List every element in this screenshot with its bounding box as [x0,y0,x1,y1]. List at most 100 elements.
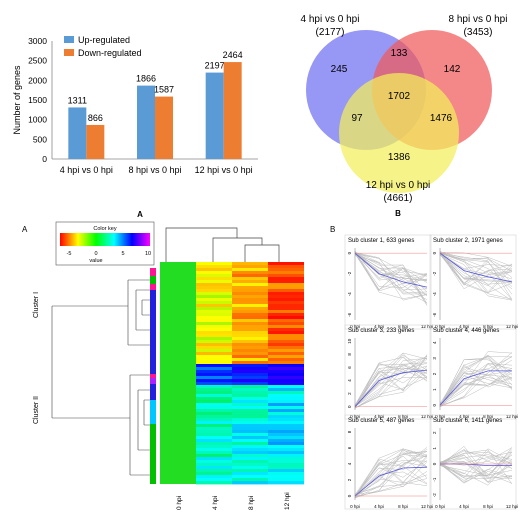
subplot-frame [344,414,432,510]
gene-profile-line [439,252,513,290]
heatmap-cell [196,268,232,272]
subplot-x-tick: 0 hpi [350,504,360,509]
panel-label-clusters: B [330,225,335,234]
gene-profile-line [439,447,513,465]
heatmap-cell [196,307,232,311]
heatmap-cell [232,424,268,428]
heatmap-cell [268,322,304,326]
bar [205,72,224,159]
heatmap-cell [196,469,232,473]
heatmap-cell [196,313,232,317]
heatmap-cell [268,355,304,359]
gene-profile-line [439,370,513,405]
heatmap-cell [196,448,232,452]
heatmap-column-0hpi [160,262,196,484]
color-key-tick-3: 5 [121,251,124,257]
gene-profile-line [354,370,428,409]
cluster-label-2: Cluster II [33,396,40,424]
heatmap-cell [268,328,304,332]
bar-value-label: 1587 [154,85,174,95]
heatmap-cell [268,364,304,368]
heatmap-cell [196,322,232,326]
mean-profile-line [354,369,428,407]
heatmap-cell [232,412,268,416]
subplot-y-tick: 0 [432,462,437,465]
gene-profile-line [354,457,428,498]
bar-value-label: 2464 [223,50,243,60]
column-dendrogram [165,227,280,262]
heatmap-cell [196,277,232,281]
heatmap-cell [268,415,304,419]
bar-y-axis-label: Number of genes [12,65,22,135]
bar-value-label: 866 [88,113,103,123]
subplot-y-tick: 4 [432,341,437,344]
heatmap-cell [268,271,304,275]
heatmap-cell [196,265,232,269]
heatmap-cell [268,472,304,476]
heatmap-cell [268,406,304,410]
color-key-tick-2: 0 [94,251,97,257]
subplot-frame [344,324,432,420]
heatmap-cell [232,478,268,482]
subplot-title: Sub cluster 5, 487 genes [348,418,414,424]
gene-profile-line [354,368,428,407]
heatmap-cell [196,460,232,464]
heatmap-cell [232,358,268,362]
subplot-y-tick: 0 [432,251,437,254]
bar-y-tick-label: 1000 [28,115,47,125]
subplot-y-tick: -1 [432,477,437,481]
heatmap-cell [268,325,304,329]
heatmap-cell [232,268,268,272]
subplot-y-tick: -2 [432,271,437,275]
subplot-x-tick: 0 hpi [435,324,445,329]
heatmap-cell [268,337,304,341]
heatmap-cell [268,445,304,449]
gene-profile-line [439,368,513,407]
heatmap-cell [268,358,304,362]
subplot-y-tick: 6 [347,366,352,369]
panel-label-heat: A [22,225,28,234]
heatmap-cell [232,445,268,449]
legend-label-down: Down-regulated [78,48,142,58]
subplot-x-tick: 8 hpi [398,324,408,329]
heatmap-cell [268,340,304,344]
heatmap-cell [196,451,232,455]
heatmap-cell [268,262,304,266]
gene-profile-line [354,377,427,408]
heatmap-column-label: 8 hpi [248,496,255,510]
heatmap-cell [232,481,268,485]
gene-profile-line [354,357,428,406]
heatmap-cell [268,367,304,371]
mean-profile-line [439,370,512,406]
heatmap-cell [268,442,304,446]
bar [68,107,87,159]
heatmap-cell [232,430,268,434]
heatmap-cell [268,391,304,395]
heatmap-cell [268,376,304,380]
heatmap-cell [196,325,232,329]
heatmap-cell [232,406,268,410]
heatmap-cell [268,346,304,350]
heatmap-cell [196,301,232,305]
heatmap-cell [196,364,232,368]
row-side-segment [150,290,156,374]
heatmap-cell [232,316,268,320]
heatmap-cell [232,433,268,437]
heatmap-cell [196,457,232,461]
subplot-x-tick: 4 hpi [374,504,384,509]
heatmap-cell [196,424,232,428]
heatmap-cell [232,427,268,431]
row-side-segment [150,400,156,424]
heatmap-cell [268,304,304,308]
heatmap-cell [232,298,268,302]
heatmap-cell [268,310,304,314]
heatmap-cell [232,334,268,338]
heatmap-cell [232,286,268,290]
heatmap-cell [196,445,232,449]
color-key-title: Color key [93,226,116,232]
heatmap-cell [232,319,268,323]
heatmap-cell [196,337,232,341]
subplot-y-tick: 6 [347,446,352,449]
venn-label-4hpi: 4 hpi vs 0 hpi [301,14,360,25]
heatmap-cell [232,367,268,371]
